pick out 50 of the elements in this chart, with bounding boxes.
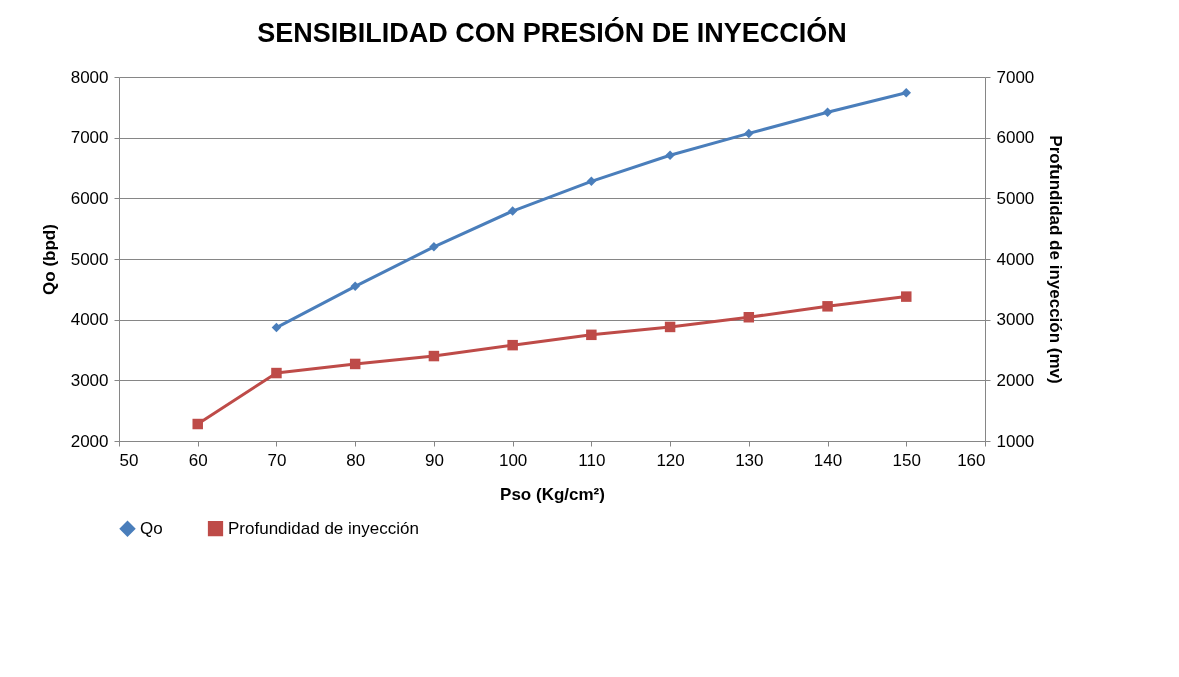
point bbox=[664, 321, 676, 333]
point bbox=[586, 176, 597, 187]
chart-title: SENSIBILIDAD CON PRESIÓN DE INYECCIÓN bbox=[257, 17, 847, 48]
y2-tick-label: 4000 bbox=[996, 249, 1035, 269]
point bbox=[744, 128, 754, 139]
point bbox=[822, 301, 833, 312]
y-tick-label: 7000 bbox=[70, 128, 109, 148]
x-tick-label: 70 bbox=[267, 450, 287, 470]
point bbox=[901, 88, 912, 98]
point bbox=[350, 281, 360, 292]
point bbox=[586, 329, 597, 341]
x-tick-label: 140 bbox=[813, 450, 843, 470]
point bbox=[349, 358, 361, 370]
y2-tick-label: 1000 bbox=[996, 431, 1035, 451]
y2-tick-label: 7000 bbox=[996, 67, 1035, 87]
y-tick-label: 3000 bbox=[70, 370, 109, 390]
x-tick-label: 120 bbox=[656, 450, 685, 470]
point bbox=[507, 339, 518, 351]
y2-tick-label: 5000 bbox=[996, 188, 1035, 208]
y-tick-label: 2000 bbox=[70, 431, 109, 451]
point bbox=[901, 291, 912, 302]
point bbox=[428, 350, 440, 362]
y2-tick-label: 2000 bbox=[996, 370, 1035, 390]
point bbox=[665, 150, 675, 160]
x-tick-label: 110 bbox=[578, 450, 606, 470]
x-tick-label: 80 bbox=[346, 450, 366, 470]
y-tick-label: 4000 bbox=[70, 310, 109, 330]
x-tick-label: 150 bbox=[892, 450, 921, 470]
legend-label: Qo bbox=[140, 518, 163, 538]
point bbox=[192, 418, 203, 430]
point bbox=[271, 322, 282, 333]
x-tick-label: 160 bbox=[957, 450, 986, 470]
point bbox=[822, 107, 833, 117]
x-tick-label: 60 bbox=[188, 450, 208, 470]
y-axis-title: Qo (bpd) bbox=[39, 224, 59, 295]
y2-tick-label: 3000 bbox=[996, 310, 1035, 330]
x-tick-label: 90 bbox=[424, 450, 444, 470]
point bbox=[743, 312, 755, 323]
x-tick-label: 130 bbox=[735, 450, 764, 470]
legend-label: Profundidad de inyección bbox=[228, 518, 419, 538]
x-axis-title: Pso (Kg/cm²) bbox=[500, 484, 605, 504]
y-tick-label: 6000 bbox=[70, 188, 109, 208]
x-tick-label: 50 bbox=[119, 450, 139, 470]
point bbox=[271, 367, 282, 379]
x-tick-label: 100 bbox=[498, 450, 528, 470]
y-tick-label: 8000 bbox=[70, 67, 109, 87]
y-tick-label: 5000 bbox=[70, 249, 109, 269]
y2-axis-title: Profundidad de inyección (mv) bbox=[1046, 135, 1066, 384]
y2-tick-label: 6000 bbox=[996, 128, 1035, 148]
point bbox=[507, 206, 518, 216]
